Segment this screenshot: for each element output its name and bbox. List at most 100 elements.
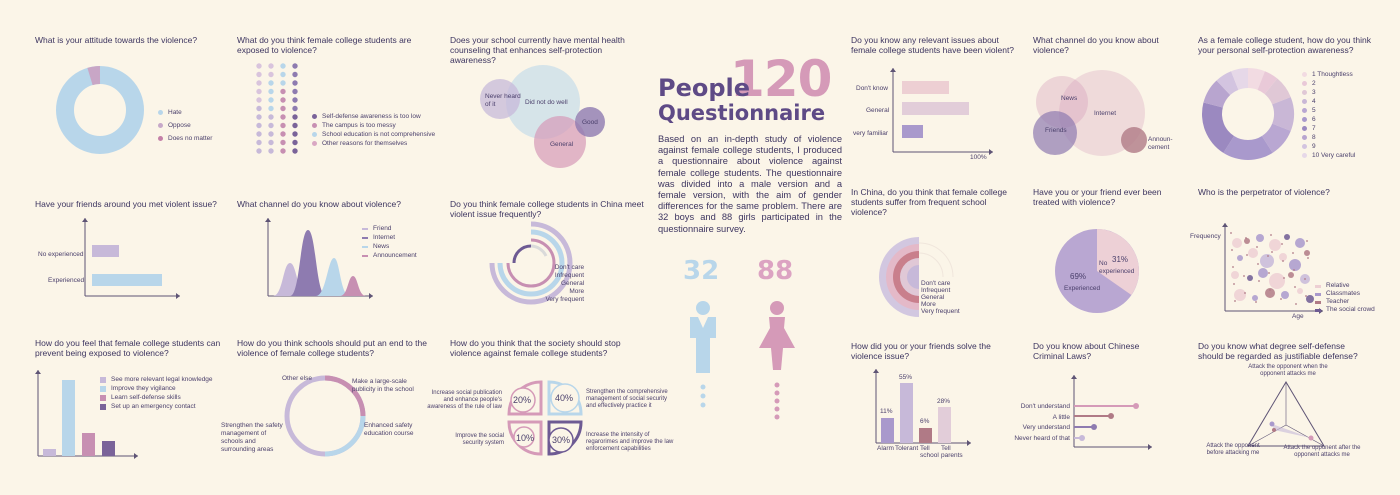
q15-point <box>1231 249 1233 251</box>
q16-question: How did you or your friends solve the vi… <box>851 341 991 361</box>
q15-point <box>1304 250 1310 256</box>
q17-lollipop-chart <box>1071 375 1152 450</box>
q2-dot <box>292 88 298 95</box>
q4-question: Have your friends around you met violent… <box>35 199 217 209</box>
q12-legend-item: 9 <box>1302 142 1355 151</box>
q15-point <box>1289 259 1301 271</box>
q16-pct-2: 55% <box>899 374 913 381</box>
q12-legend-label: 1 Thoughtless <box>1312 71 1353 78</box>
q15-question: Who is the perpetrator of violence? <box>1198 187 1330 197</box>
q15-point <box>1282 260 1284 262</box>
q3-label-notwell: Did not do well <box>525 99 568 106</box>
q15-point <box>1231 271 1239 279</box>
q2-dot <box>280 88 286 95</box>
q12-slice <box>1216 71 1239 96</box>
q2-dot <box>268 122 274 129</box>
q15-point <box>1244 292 1246 294</box>
q2-dot <box>292 71 298 78</box>
q2-dot <box>280 105 286 112</box>
q2-dot <box>292 63 298 69</box>
q12-legend: 1 Thoughtless 2 3 4 5 6 7 8 9 10 Very careful <box>1302 70 1355 160</box>
q15-point <box>1295 238 1305 248</box>
title-people: People <box>658 74 751 102</box>
q15-point <box>1305 295 1307 297</box>
q5-question: What channel do you know about violence? <box>237 199 401 209</box>
q15-point <box>1269 289 1271 291</box>
q2-dot <box>280 122 286 129</box>
q15-point <box>1255 301 1257 303</box>
q12-slice <box>1203 80 1231 108</box>
q10-label-dontknow: Don't know <box>856 85 888 92</box>
q8-label-other: Other else <box>282 375 312 382</box>
q10-question: Do you know any relevant issues about fe… <box>851 35 1015 55</box>
intro-text: Based on an in-depth study of violence a… <box>658 134 842 234</box>
q9-pct-3: 10% <box>516 433 535 443</box>
q2-dot <box>292 131 298 137</box>
q2-dot <box>268 63 274 69</box>
boys-count: 32 <box>683 256 720 286</box>
q15-point <box>1283 277 1285 279</box>
q14-pie-chart <box>1055 229 1139 313</box>
q12-legend-dot <box>1302 81 1307 86</box>
q14-label-no: No experienced <box>1099 260 1135 275</box>
q15-point <box>1269 239 1281 251</box>
q6-labels: Don't care Infrequent General More Very freq… <box>545 264 585 303</box>
q18-label-top: Attack the opponent when the opponent at… <box>1248 364 1328 377</box>
q2-dot <box>280 131 286 137</box>
q2-dot <box>292 122 298 129</box>
q9-pct-2: 40% <box>555 393 574 403</box>
q2-dot <box>280 63 286 69</box>
q12-legend-item: 10 Very careful <box>1302 151 1355 160</box>
q16-bar-chart <box>873 369 971 446</box>
q9-question: How do you think that the society should… <box>450 338 621 358</box>
q16-label-3: Tell school <box>920 445 939 459</box>
q12-legend-label: 10 Very careful <box>1312 152 1356 159</box>
q10-label-familiar: very familiar <box>853 130 889 137</box>
q15-point <box>1256 246 1258 248</box>
q9-text-2: Strengthen the comprehensive management … <box>586 389 668 409</box>
q12-slice <box>1202 102 1235 153</box>
q15-point <box>1268 272 1270 274</box>
title-questionnaire: Questionnaire <box>658 101 826 125</box>
q12-legend-label: 5 <box>1312 107 1316 114</box>
q15-point <box>1269 273 1285 289</box>
q2-dot <box>256 71 262 78</box>
q15-point <box>1279 253 1287 261</box>
q12-slice <box>1231 68 1248 90</box>
q13-question: In China, do you think that female colle… <box>851 187 1007 217</box>
q15-point <box>1247 275 1253 281</box>
q16-label-1: Alarm <box>877 445 894 452</box>
q12-legend-dot <box>1302 135 1307 140</box>
q15-point <box>1281 243 1283 245</box>
q11-label-news: News <box>1061 95 1078 102</box>
q15-point <box>1306 240 1308 242</box>
q8-question: How do you think schools should put an e… <box>237 338 427 358</box>
q15-point <box>1267 255 1269 257</box>
q16-pct-3: 6% <box>920 418 930 425</box>
q8-label-publicity: Make a large-scale publicity in the scho… <box>352 378 414 393</box>
q8-ring-chart <box>284 375 366 457</box>
q2-dot <box>268 88 274 95</box>
q2-dot <box>268 80 274 86</box>
q2-dot <box>268 71 274 78</box>
q12-legend-label: 2 <box>1312 80 1316 87</box>
q2-dot <box>280 80 286 86</box>
q15-point <box>1265 288 1275 298</box>
q15-point <box>1258 268 1268 278</box>
q12-legend-item: 2 <box>1302 79 1355 88</box>
q2-legend: Self-defense awareness is too low The ca… <box>312 112 435 148</box>
q1-legend: Hate Oppose Does no matter <box>158 108 212 143</box>
q14-pct-exp: 69% <box>1070 272 1087 281</box>
q13-labels: Don't care Infrequent General More Very freq… <box>921 280 960 315</box>
q15-point <box>1252 295 1258 301</box>
q7-bar-chart <box>35 370 138 459</box>
q12-legend-label: 8 <box>1312 134 1316 141</box>
q2-dot <box>256 88 262 95</box>
q2-dot <box>256 131 262 137</box>
q15-legend: Relative Classmates Teacher The social c… <box>1315 282 1375 314</box>
q9-text-4: Increase the intensity of regarorimes an… <box>586 432 674 452</box>
q6-radial-chart <box>489 221 573 305</box>
q15-point <box>1232 266 1234 268</box>
q2-dot <box>280 97 286 103</box>
q3-label-general: General <box>550 141 574 148</box>
